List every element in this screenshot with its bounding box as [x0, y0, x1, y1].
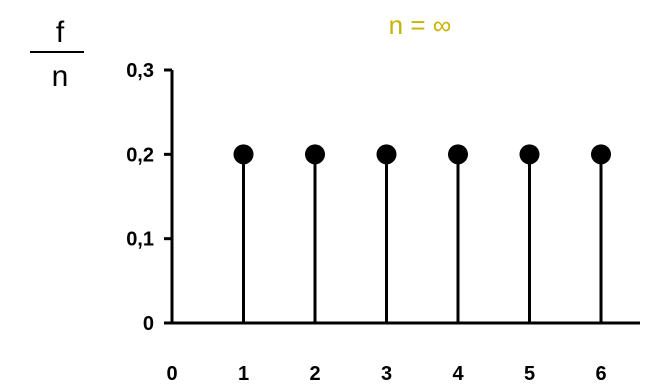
- stem-marker: [376, 144, 397, 165]
- stem-marker: [591, 144, 611, 165]
- stem-marker: [233, 144, 254, 165]
- x-tick-label: 2: [309, 363, 320, 385]
- stem-marker: [448, 144, 468, 165]
- y-axis-label-denominator: n: [52, 60, 69, 93]
- x-tick-label: 6: [595, 363, 606, 385]
- stem-marker: [519, 144, 540, 165]
- x-tick-label: 0: [166, 363, 177, 385]
- x-tick-label: 5: [524, 363, 535, 385]
- x-tick-label: 4: [452, 363, 464, 385]
- stem-marker: [305, 144, 325, 165]
- plot-area: 0 0,1 0,2 0,3 0 1 2 3 4 5 6: [126, 60, 640, 385]
- y-tick-label: 0,2: [126, 144, 154, 166]
- y-tick-label: 0: [143, 313, 154, 335]
- x-tick-label: 3: [381, 363, 392, 385]
- chart-title: n = ∞: [389, 10, 452, 40]
- x-tick-label: 1: [238, 363, 249, 385]
- y-tick-label: 0,1: [126, 229, 154, 251]
- y-axis-label-numerator: f: [56, 16, 65, 49]
- y-tick-label: 0,3: [126, 60, 154, 82]
